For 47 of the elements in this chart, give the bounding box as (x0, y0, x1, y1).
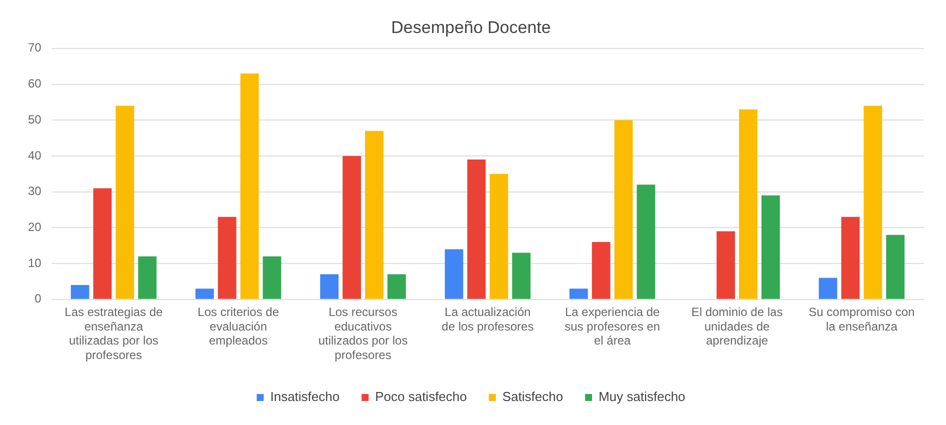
legend-label: Insatisfecho (270, 389, 340, 404)
bar (467, 160, 486, 299)
bar (365, 130, 384, 299)
bar (716, 231, 735, 299)
bar (93, 188, 112, 299)
y-tick-label: 40 (28, 148, 42, 162)
bar (739, 109, 758, 299)
x-tick-label: Su compromiso con la enseñanza (808, 304, 915, 334)
bar (138, 256, 157, 299)
x-tick-label: Los recursos educativos utilizados por los profesores (318, 304, 408, 362)
x-tick-label: El dominio de las unidades de aprendizaje (691, 304, 783, 348)
x-tick-label: Los criterios de evaluación empleados (198, 304, 280, 348)
y-tick-label: 60 (28, 76, 42, 91)
y-tick-label: 0 (34, 292, 42, 306)
y-tick-label: 70 (28, 40, 42, 55)
bar (218, 216, 236, 299)
y-tick-label: 30 (28, 184, 42, 198)
bar (342, 156, 361, 299)
bar (569, 288, 588, 299)
bar (444, 249, 464, 299)
bar (320, 274, 339, 299)
x-tick-label: Las estrategias de enseñanza utilizadas por los profesores (64, 304, 164, 362)
bar (490, 174, 508, 299)
legend-label: Poco satisfecho (375, 389, 467, 404)
bar (614, 120, 633, 299)
bar (864, 106, 882, 299)
bar (841, 216, 860, 299)
y-tick-label: 10 (28, 256, 42, 270)
y-tick-label: 20 (28, 220, 42, 234)
bar (636, 184, 656, 299)
y-tick-label: 50 (28, 112, 42, 126)
bar (592, 242, 610, 299)
bar (240, 74, 259, 299)
legend-label: Satisfecho (502, 389, 564, 404)
bar (116, 106, 134, 299)
bar (818, 278, 838, 299)
x-tick-label: La actualización de los profesores (442, 304, 534, 334)
bar (761, 195, 780, 299)
bar (886, 234, 905, 299)
bar (70, 285, 90, 299)
bar (512, 252, 531, 299)
x-tick-label: La experiencia de sus profesores en el área (564, 304, 660, 348)
chart-title: Desempeño Docente (391, 18, 551, 37)
legend-label: Muy satisfecho (598, 389, 686, 404)
bar (195, 288, 214, 299)
bar (262, 256, 282, 299)
bar (387, 274, 406, 299)
